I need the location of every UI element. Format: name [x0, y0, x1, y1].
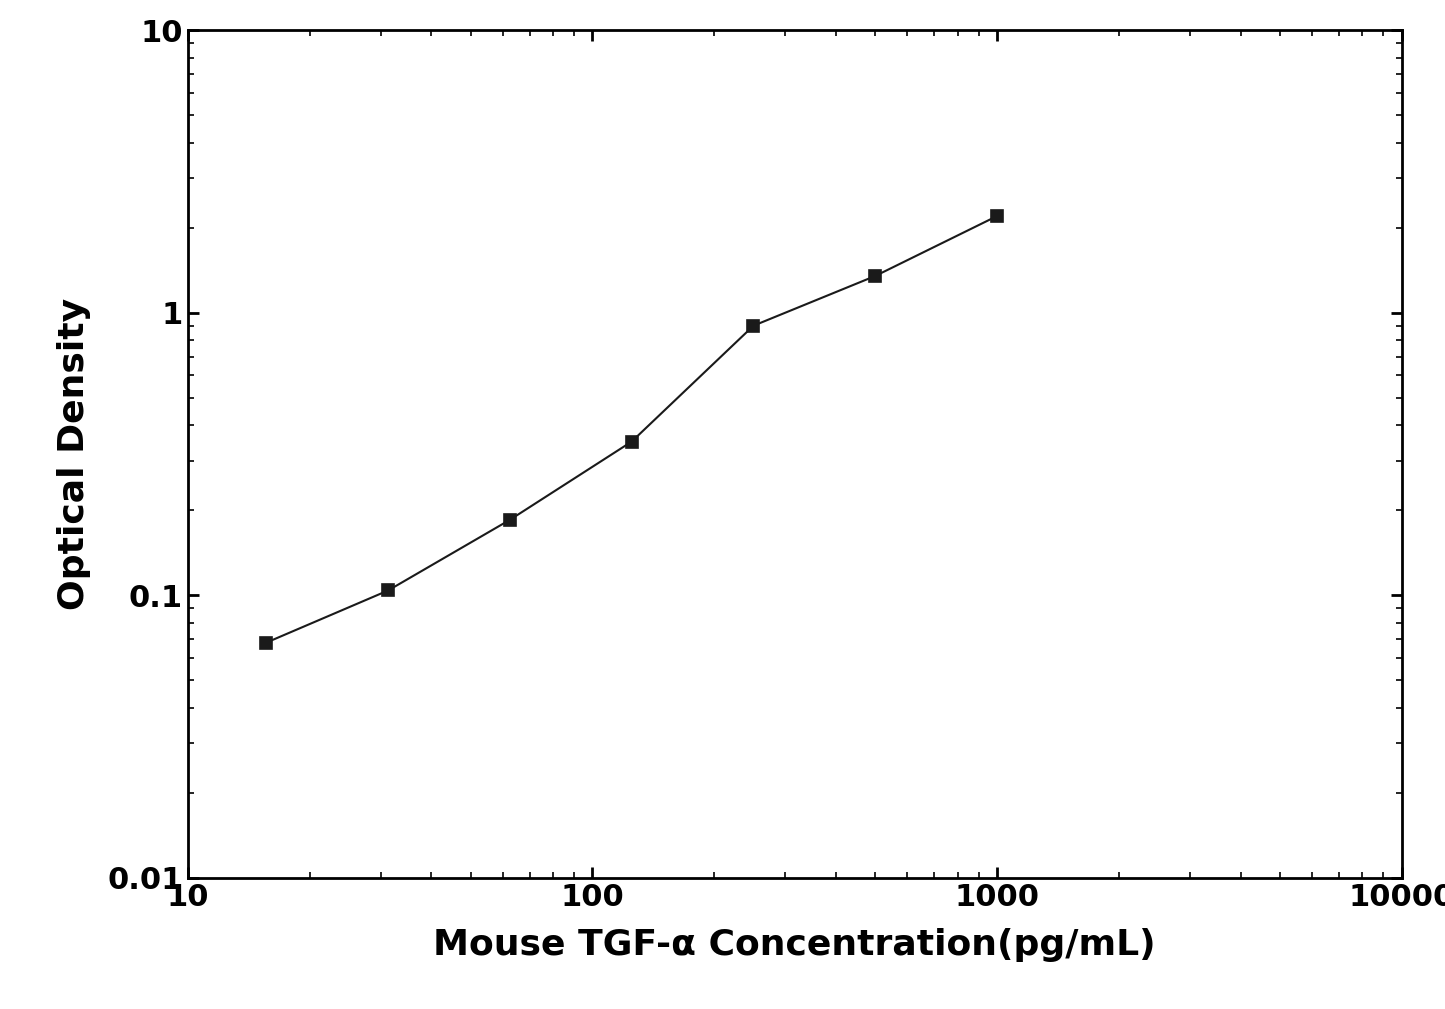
X-axis label: Mouse TGF-α Concentration(pg/mL): Mouse TGF-α Concentration(pg/mL): [434, 928, 1156, 963]
Y-axis label: Optical Density: Optical Density: [56, 298, 91, 610]
